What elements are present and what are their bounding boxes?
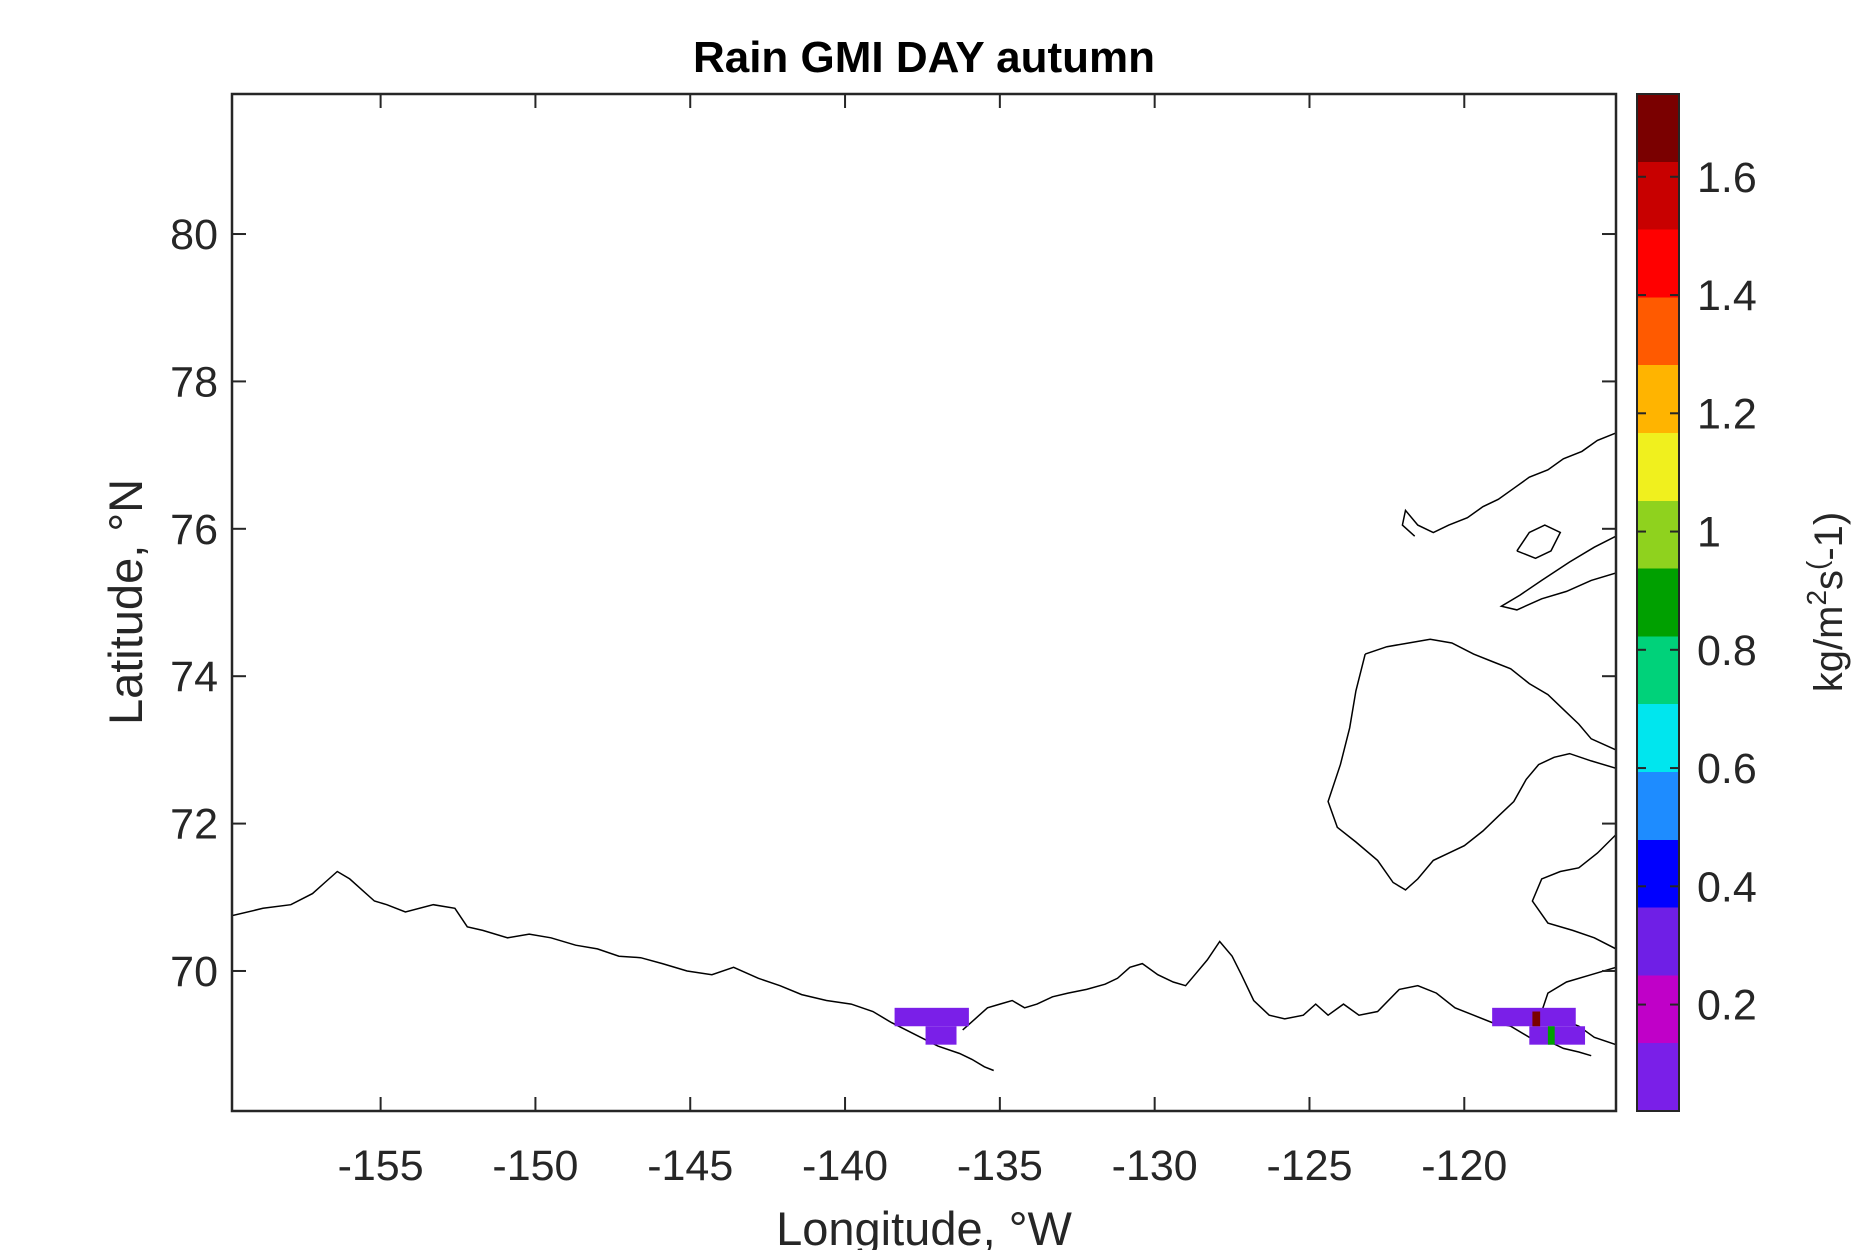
colorbar-frame (1636, 93, 1680, 1112)
y-tick-label: 72 (170, 801, 218, 849)
y-axis: 70 72 74 76 78 80 (170, 211, 1616, 996)
y-tick-label: 80 (170, 211, 218, 259)
y-axis-label: Latitude, °N (99, 479, 152, 725)
coastline-6 (1401, 432, 1616, 537)
rain-cell-5 (1547, 1026, 1555, 1045)
colorbar-tick-label: 0.6 (1697, 745, 1757, 793)
y-tick-label: 78 (170, 358, 218, 406)
coastline-0 (232, 870, 994, 1072)
colorbar-label-main: kg/m (1807, 606, 1851, 693)
precipitation-cells (894, 1007, 1586, 1045)
x-tick-label: -120 (1421, 1142, 1507, 1190)
x-tick-label: -145 (647, 1142, 733, 1190)
x-axis: -155 -150 -145 -140 -135 -130 -125 -120 (338, 94, 1507, 1190)
colorbar-tick-label: 0.4 (1697, 863, 1757, 911)
colorbar-ticks: 0.2 0.4 0.6 0.8 1 1.2 1.4 1.6 (1637, 154, 1757, 1030)
colorbar-gradient (1637, 94, 1679, 1111)
y-tick-label: 74 (170, 653, 218, 701)
coastline-3 (1327, 653, 1616, 891)
coastline-4 (1531, 834, 1616, 950)
coastline-1 (962, 940, 1592, 1057)
colorbar-label: kg/m2s(-1) (1801, 512, 1851, 692)
colorbar-tick-label: 0.2 (1697, 982, 1757, 1030)
coastline-7 (1499, 535, 1616, 611)
x-axis-label: Longitude, °W (776, 1202, 1072, 1250)
colorbar-tick-label: 1.4 (1697, 272, 1757, 320)
colorbar-tick-label: 1 (1697, 509, 1721, 557)
x-tick-label: -130 (1112, 1142, 1198, 1190)
colorbar-tick-label: 1.2 (1697, 390, 1757, 438)
colorbar-label-sup1: 2 (1801, 590, 1832, 606)
rain-cell-1 (925, 1026, 957, 1045)
y-tick-label: 70 (170, 948, 218, 996)
plot-background (232, 94, 1616, 1111)
x-tick-label: -140 (802, 1142, 888, 1190)
chart-title: Rain GMI DAY autumn (693, 33, 1155, 82)
colorbar-label-tail: -1) (1807, 512, 1851, 561)
colorbar-tick-label: 0.8 (1697, 627, 1757, 675)
rain-cell-4 (1532, 1011, 1541, 1027)
coastline-2 (1364, 638, 1616, 751)
x-tick-label: -135 (957, 1142, 1043, 1190)
rain-cell-3 (1529, 1026, 1586, 1045)
colorbar: 0.2 0.4 0.6 0.8 1 1.2 1.4 1.6 kg/m2s(-1) (1636, 93, 1851, 1112)
plot-frame (230, 92, 1618, 1113)
coastline-8 (1516, 524, 1562, 560)
plot-area: -155 -150 -145 -140 -135 -130 -125 -120 7072747… (170, 92, 1618, 1190)
y-tick-label: 76 (170, 506, 218, 554)
colorbar-tick-label: 1.6 (1697, 154, 1757, 202)
x-tick-label: -150 (492, 1142, 578, 1190)
colorbar-label-sup2: ( (1801, 560, 1832, 570)
x-tick-label: -155 (338, 1142, 424, 1190)
colorbar-label-mid: s (1807, 570, 1851, 590)
rain-cell-0 (894, 1007, 969, 1027)
x-tick-label: -125 (1266, 1142, 1352, 1190)
